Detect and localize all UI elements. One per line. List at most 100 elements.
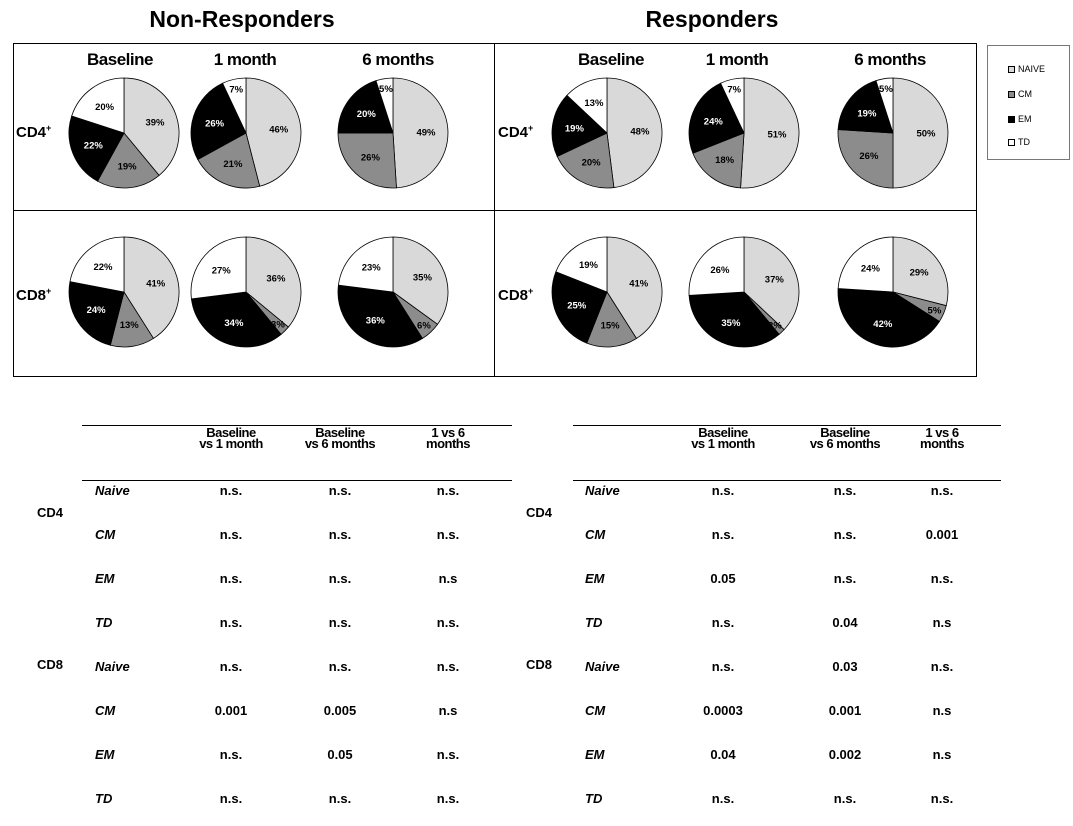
non-responders-title: Non-Responders <box>149 6 335 32</box>
pie-charts: 39% 19% 22% 20% 46% 21% 26% 7% 49% 26% 20% 5% 48% 20%… <box>68 77 949 348</box>
table-column-header: Baseline vs 6 months <box>785 426 905 451</box>
table-cell-value: 0.0003 <box>703 703 743 718</box>
row-label-cd8-r: CD8+ <box>498 286 534 304</box>
pie-data-label-naive: 41% <box>629 278 649 289</box>
table-subset-label: TD <box>585 791 603 806</box>
column-header-line: 1 vs 6 <box>431 425 465 440</box>
pie-data-label-cm: 21% <box>223 159 243 170</box>
pie-slice-cm <box>337 132 397 189</box>
pie-slice-em <box>68 115 125 182</box>
pie-slice-em <box>837 288 940 348</box>
pie-data-label-naive: 48% <box>630 126 650 137</box>
table-cell-value: n.s. <box>711 659 735 674</box>
table-subset-label: EM <box>585 747 605 762</box>
pie-slice-cm <box>197 132 261 189</box>
pie-slice-td <box>875 77 894 134</box>
pie-data-label-em: 22% <box>84 141 104 152</box>
pie-slice-naive <box>392 236 449 325</box>
table-rule-header <box>82 480 512 481</box>
pie-slice-em <box>337 284 424 348</box>
table-cell-value: n.s. <box>328 659 352 674</box>
pie-slice-cm <box>556 132 615 189</box>
table-rule-top <box>573 425 1001 426</box>
pie-data-label-naive: 46% <box>269 124 289 135</box>
pie-data-label-cm: 26% <box>361 153 381 164</box>
pie-responders-CD8-Baseline: 41% 15% 25% 19% <box>551 236 663 348</box>
pie-data-label-em: 42% <box>873 319 893 330</box>
table-column-header: Baseline vs 1 month <box>663 426 783 451</box>
table-cell-value: 0.001 <box>214 703 248 718</box>
pie-responders-CD4-6months: 50% 26% 19% 5% <box>837 77 949 189</box>
table-subset-label: TD <box>95 615 113 630</box>
pie-non-responders-CD4-Baseline: 39% 19% 22% 20% <box>68 77 180 189</box>
pie-non-responders-CD8-6months: 35% 6% 36% 23% <box>337 236 449 348</box>
legend-label-cm: CM <box>1018 89 1032 99</box>
pie-data-label-naive: 41% <box>146 278 166 289</box>
pie-responders-CD8-1month: 37% 2% 35% 26% <box>688 236 800 348</box>
pie-data-label-cm: 15% <box>601 320 621 331</box>
pie-data-label-em: 24% <box>704 116 724 127</box>
pie-data-label-em: 26% <box>205 118 225 129</box>
table-cell-value: n.s. <box>328 571 352 586</box>
row-label-cd8-nr: CD8+ <box>16 286 52 304</box>
table-cell-value: 0.001 <box>925 527 959 542</box>
table-rule-top <box>82 425 512 426</box>
pie-data-label-naive: 37% <box>765 274 785 285</box>
pie-slice-em <box>68 281 125 346</box>
table-subset-label: Naive <box>95 483 130 498</box>
column-header-line: vs 1 month <box>199 436 263 451</box>
legend-item-cm: CM <box>1008 88 1032 100</box>
table-cell-value: n.s. <box>328 615 352 630</box>
pie-data-label-em: 19% <box>857 108 877 119</box>
column-header-line: vs 6 months <box>809 436 881 451</box>
legend-swatch-cm <box>1008 91 1015 99</box>
pie-data-label-cm: 6% <box>417 320 431 331</box>
table-subset-label: Naive <box>95 659 130 674</box>
column-header-line: months <box>426 436 470 451</box>
pie-data-label-cm: 20% <box>582 157 602 168</box>
pie-slice-naive <box>606 77 663 189</box>
legend-label-td: TD <box>1018 137 1030 147</box>
column-header-line: Baseline <box>206 425 256 440</box>
table-cell-value: 0.005 <box>323 703 357 718</box>
legend-item-naive: NAIVE <box>1008 63 1045 75</box>
column-header-line: 1 vs 6 <box>925 425 959 440</box>
pie-data-label-em: 25% <box>567 301 587 312</box>
pie-responders-CD4-1month: 51% 18% 24% 7% <box>688 77 800 189</box>
table-cell-value: n.s. <box>711 483 735 498</box>
pie-slice-em <box>688 291 780 348</box>
tp-label-nr-baseline: Baseline <box>87 50 153 69</box>
pie-data-label-cm: 19% <box>118 161 138 172</box>
pie-data-label-td: 23% <box>362 263 382 274</box>
table-cell-type-label: CD8 <box>526 657 553 672</box>
table-rule-header <box>573 480 1001 481</box>
pie-slice-td <box>375 77 394 134</box>
legend-label-naive: NAIVE <box>1018 64 1046 74</box>
row-label-cd4-r: CD4+ <box>498 123 534 141</box>
column-header-line: vs 6 months <box>304 436 376 451</box>
table-cell-value: n.s. <box>328 527 352 542</box>
pie-data-label-naive: 50% <box>916 129 936 140</box>
pie-non-responders-CD4-6months: 49% 26% 20% 5% <box>337 77 449 189</box>
table-cell-value: 0.04 <box>832 615 858 630</box>
legend: NAIVE CM EM TD <box>987 45 1070 160</box>
pie-data-label-em: 36% <box>366 315 386 326</box>
table-cell-value: 0.002 <box>828 747 862 762</box>
column-header-line: vs 1 month <box>691 436 755 451</box>
pie-slice-naive <box>892 77 949 189</box>
table-cell-value: n.s. <box>219 483 243 498</box>
legend-item-em: EM <box>1008 113 1032 125</box>
pie-slice-em <box>551 271 608 344</box>
pie-data-label-naive: 29% <box>910 267 930 278</box>
table-cell-type-label: CD8 <box>37 657 64 672</box>
table-subset-label: Naive <box>585 659 620 674</box>
legend-item-td: TD <box>1008 136 1030 148</box>
pie-data-label-em: 19% <box>565 123 585 134</box>
table-cell-value: n.s <box>438 703 458 718</box>
pie-slice-em <box>688 82 745 154</box>
table-cell-value: n.s. <box>436 483 460 498</box>
table-cell-value: 0.03 <box>832 659 858 674</box>
table-cell-value: n.s <box>932 747 952 762</box>
pie-slice-em <box>551 94 608 157</box>
pie-slice-td <box>837 236 894 293</box>
